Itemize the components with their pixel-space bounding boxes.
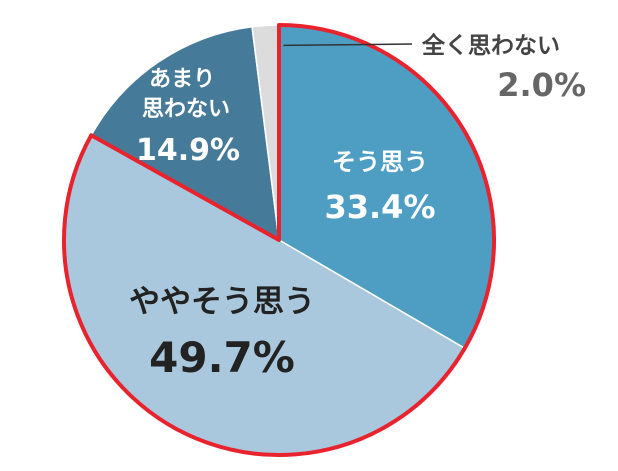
leader-line-mattaku-omowanai xyxy=(283,43,413,47)
slice-value-yaya-sou-omou: 49.7% xyxy=(149,333,295,382)
leader-lines xyxy=(283,43,413,47)
slice-value-mattaku-omowanai: 2.0% xyxy=(497,66,586,104)
slice-value-sou-omou: 33.4% xyxy=(324,188,435,226)
slice-label-sou-omou: そう思う xyxy=(332,148,428,176)
highlight-outline xyxy=(62,23,496,457)
slice-label-mattaku-omowanai: 全く思わない xyxy=(421,32,560,59)
slice-label-yaya-sou-omou: ややそう思う xyxy=(129,284,315,320)
pie-slice-2 xyxy=(90,25,280,242)
pie-slices xyxy=(63,24,495,456)
slice-label-amari-omowanai: あまり 思わない xyxy=(142,67,230,122)
slice-value-amari-omowanai: 14.9% xyxy=(136,133,240,168)
highlight-outline-path xyxy=(62,23,496,457)
